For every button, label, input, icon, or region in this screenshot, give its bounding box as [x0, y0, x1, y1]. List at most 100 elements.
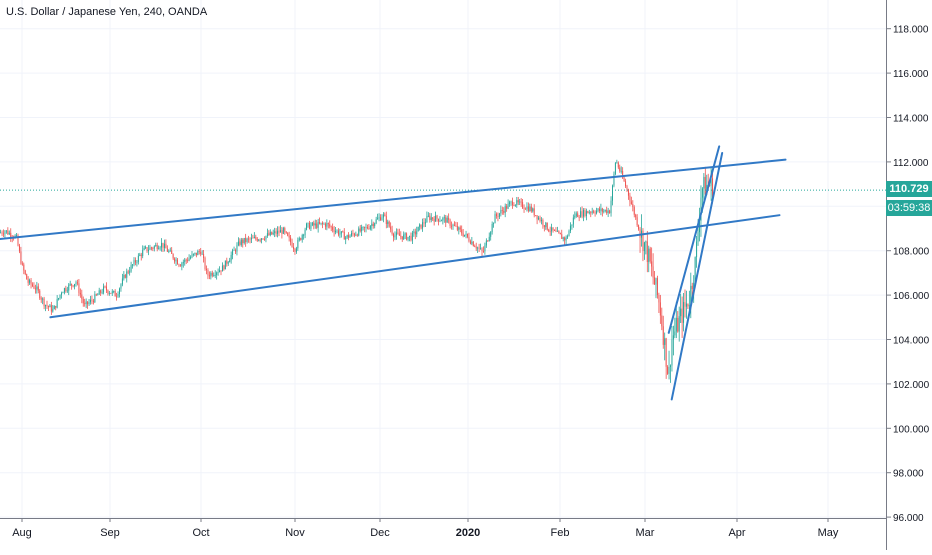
candle-body — [520, 201, 522, 203]
candle-body — [39, 290, 41, 299]
candle-body — [40, 298, 42, 300]
candle-body — [110, 292, 112, 294]
candle-body — [668, 366, 670, 374]
candle-body — [95, 294, 97, 296]
candle-body — [343, 231, 345, 240]
candle-body — [342, 231, 344, 233]
candle-body — [20, 251, 22, 264]
candle-body — [446, 217, 448, 223]
candle-body — [143, 247, 145, 250]
candle-body — [366, 227, 368, 229]
candle-body — [91, 299, 93, 301]
candle-body — [438, 218, 439, 222]
candle-body — [436, 215, 438, 219]
candle-body — [8, 232, 10, 235]
candle-body — [17, 235, 19, 246]
candle-body — [594, 212, 596, 214]
candle-body — [148, 249, 149, 252]
candle-body — [471, 241, 473, 244]
candle-body — [500, 210, 502, 214]
candle-body — [583, 210, 584, 217]
candle-body — [568, 230, 570, 237]
candle-body — [121, 278, 123, 285]
candle-body — [253, 236, 255, 238]
candle-body — [240, 239, 242, 245]
candle-body — [604, 209, 606, 211]
candle-body — [130, 265, 132, 272]
candle-body — [472, 241, 474, 247]
candle-body — [487, 240, 489, 242]
candle-body — [246, 238, 248, 242]
candle-body — [464, 234, 466, 237]
candle-body — [293, 246, 294, 249]
candle-body — [394, 235, 396, 238]
candle-body — [297, 240, 299, 249]
candle-body — [393, 233, 395, 238]
candle-body — [134, 260, 136, 263]
candle-body — [639, 229, 641, 238]
candle-body — [255, 236, 257, 239]
candle-body — [322, 222, 323, 224]
y-tick-label: 96.000 — [893, 513, 924, 524]
candle-body — [214, 274, 216, 276]
candle-body — [178, 264, 180, 266]
candle-body — [37, 286, 39, 291]
y-tick-label: 112.000 — [893, 158, 929, 169]
candle-body — [111, 291, 113, 294]
candle-body — [313, 222, 315, 226]
candle-body — [549, 231, 551, 233]
candle-body — [84, 303, 86, 305]
candle-body — [626, 186, 628, 190]
candle-body — [388, 221, 390, 227]
candle-body — [514, 204, 516, 206]
candle-body — [194, 252, 196, 254]
candle-body — [683, 302, 685, 323]
candle-body — [27, 279, 29, 283]
candle-body — [620, 170, 622, 172]
candle-body — [311, 222, 313, 226]
candle-body — [569, 225, 571, 231]
candle-body — [197, 251, 199, 256]
candle-body — [88, 302, 90, 305]
candle-body — [614, 162, 616, 174]
candle-body — [165, 243, 167, 249]
candle-body — [301, 235, 303, 240]
trend-line-channel-lower — [49, 214, 781, 319]
candle-body — [542, 220, 544, 226]
candle-body — [355, 234, 357, 236]
candle-body — [76, 282, 78, 284]
candle-body — [498, 213, 500, 217]
candle-body — [432, 217, 434, 219]
candle-body — [701, 188, 703, 198]
candle-body — [554, 230, 555, 232]
candle-body — [195, 252, 197, 256]
candle-body — [181, 263, 183, 267]
y-tick-label: 102.000 — [893, 380, 930, 391]
candle-body — [674, 331, 676, 336]
candle-body — [490, 232, 492, 237]
candle-body — [224, 260, 226, 270]
candle-body — [664, 338, 666, 345]
candle-body — [359, 228, 361, 232]
candle-body — [709, 185, 711, 187]
candle-body — [30, 280, 32, 285]
candle-body — [700, 197, 702, 221]
candle-body — [120, 284, 122, 289]
candle-body — [581, 211, 583, 217]
candle-body — [310, 225, 312, 229]
candle-body — [159, 247, 161, 249]
candle-body — [440, 220, 442, 222]
candle-body — [481, 248, 483, 252]
candle-body — [571, 224, 573, 226]
candle-body — [461, 229, 463, 234]
candle-body — [636, 217, 638, 226]
candle-body — [61, 293, 62, 295]
candle-body — [467, 233, 468, 237]
candle-body — [235, 250, 236, 252]
candle-body — [265, 235, 267, 240]
candle-body — [406, 233, 408, 240]
candle-body — [184, 259, 186, 263]
